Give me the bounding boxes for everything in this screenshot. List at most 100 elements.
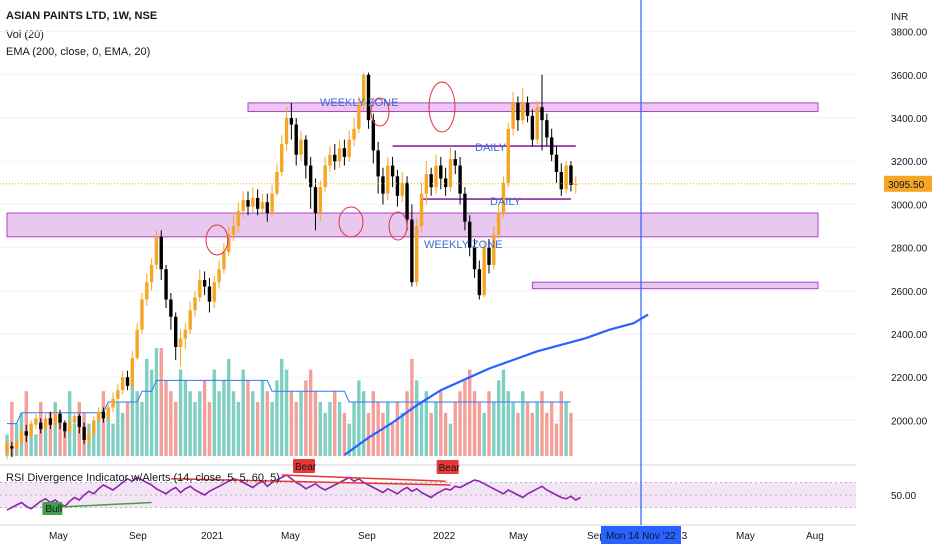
volume-bar [569,412,573,456]
volume-bar [270,402,274,456]
candle-body [183,329,188,339]
candle-body [549,137,554,155]
volume-bar [130,380,135,456]
volume-bar [458,391,462,456]
candle-body [207,286,212,302]
daily-label: DAILY [475,142,507,154]
candle-body [246,200,250,207]
chart-title: ASIAN PAINTS LTD, 1W, NSE [6,10,158,22]
candle-body [540,107,544,121]
volume-bar [366,412,371,456]
ema-indicator-label[interactable]: EMA (200, close, 0, EMA, 20) [6,46,151,58]
candle-body [145,282,149,300]
candle-body [72,416,77,423]
candle-body [260,202,265,209]
rsi-indicator-label[interactable]: RSI Divergence Indicator w/Alerts (14, c… [6,472,280,484]
candle-body [386,165,390,194]
volume-bar [135,391,139,456]
volume-bar [212,369,216,456]
candle-body [448,159,453,188]
candle-body [5,442,9,453]
volume-bar [299,391,303,456]
circle-annotation[interactable] [428,81,456,133]
circle-annotation[interactable] [388,211,408,241]
volume-bar [193,402,197,456]
candle-body [34,418,38,425]
price-tick-label: 2600.00 [891,287,928,298]
weekly-zone-label-top: WEEKLY ZONE [320,97,398,109]
volume-bar [24,391,28,456]
time-tick-label: May [736,531,755,542]
price-tick-label: 2200.00 [891,373,928,384]
volume-bar [236,402,241,456]
bear-tag-text: Bear [439,463,461,474]
volume-ma-line [7,379,571,425]
bull-tag-text: Bull [45,504,62,515]
candle-body [154,236,159,265]
volume-bar [183,380,188,456]
candle-body [506,128,510,183]
price-tick-label: 2000.00 [891,416,928,427]
circle-annotation[interactable] [338,206,364,238]
volume-bar [101,391,106,456]
candle-body [328,154,332,166]
volume-bar [120,412,125,456]
volume-bar [559,391,563,456]
candle-body [149,264,154,283]
candle-body [361,74,366,106]
price-tick-label: 3000.00 [891,200,928,211]
volume-bar [516,412,520,456]
volume-bar [53,402,57,456]
candle-body [347,139,351,157]
candle-body [381,176,385,194]
circle-annotation[interactable] [370,97,390,127]
volume-bar [308,369,313,456]
candle-body [217,269,221,283]
volume-bar [337,402,342,456]
volume-bar [265,391,269,456]
time-tick-label: May [281,531,300,542]
candle-body [101,411,106,419]
candle-body [415,226,419,283]
price-tick-label: 3200.00 [891,157,928,168]
volume-bar [284,369,289,456]
candle-body [574,183,578,185]
volume-bar [241,369,245,456]
price-badge-text: 3095.50 [888,180,925,191]
volume-bar [251,391,255,456]
candle-body [241,200,245,211]
volume-bar [361,391,366,456]
candle-body [289,118,294,125]
price-tick-label: 3600.00 [891,71,928,82]
candle-body [376,150,380,177]
volume-bar [149,369,154,456]
candle-body [337,148,342,162]
candle-body [231,226,236,235]
candle-body [159,236,163,270]
candle-body [48,418,53,425]
candle-body [222,251,226,270]
volume-bar [525,402,530,456]
candle-body [434,165,438,188]
bear-tag-text: Bear [295,462,317,473]
candles [5,72,578,460]
candle-body [193,297,197,311]
candle-body [313,187,318,214]
candle-body [569,165,573,185]
volume-bar [188,391,192,456]
volume-bar [545,412,549,456]
volume-bar [342,412,347,456]
candle-body [178,338,183,347]
bear-tag-box [436,460,459,474]
time-tick-label: Sep [358,531,376,542]
candle-body [371,120,376,151]
volume-bar [386,402,390,456]
candle-body [496,213,501,235]
candle-body [96,411,101,421]
candle-body [212,282,216,302]
circle-annotation[interactable] [205,224,229,256]
volume-bar [511,402,515,456]
volume-bar [63,423,67,456]
time-axis: MaySep2021MaySep2022MaySep2023MayAug [0,524,856,542]
